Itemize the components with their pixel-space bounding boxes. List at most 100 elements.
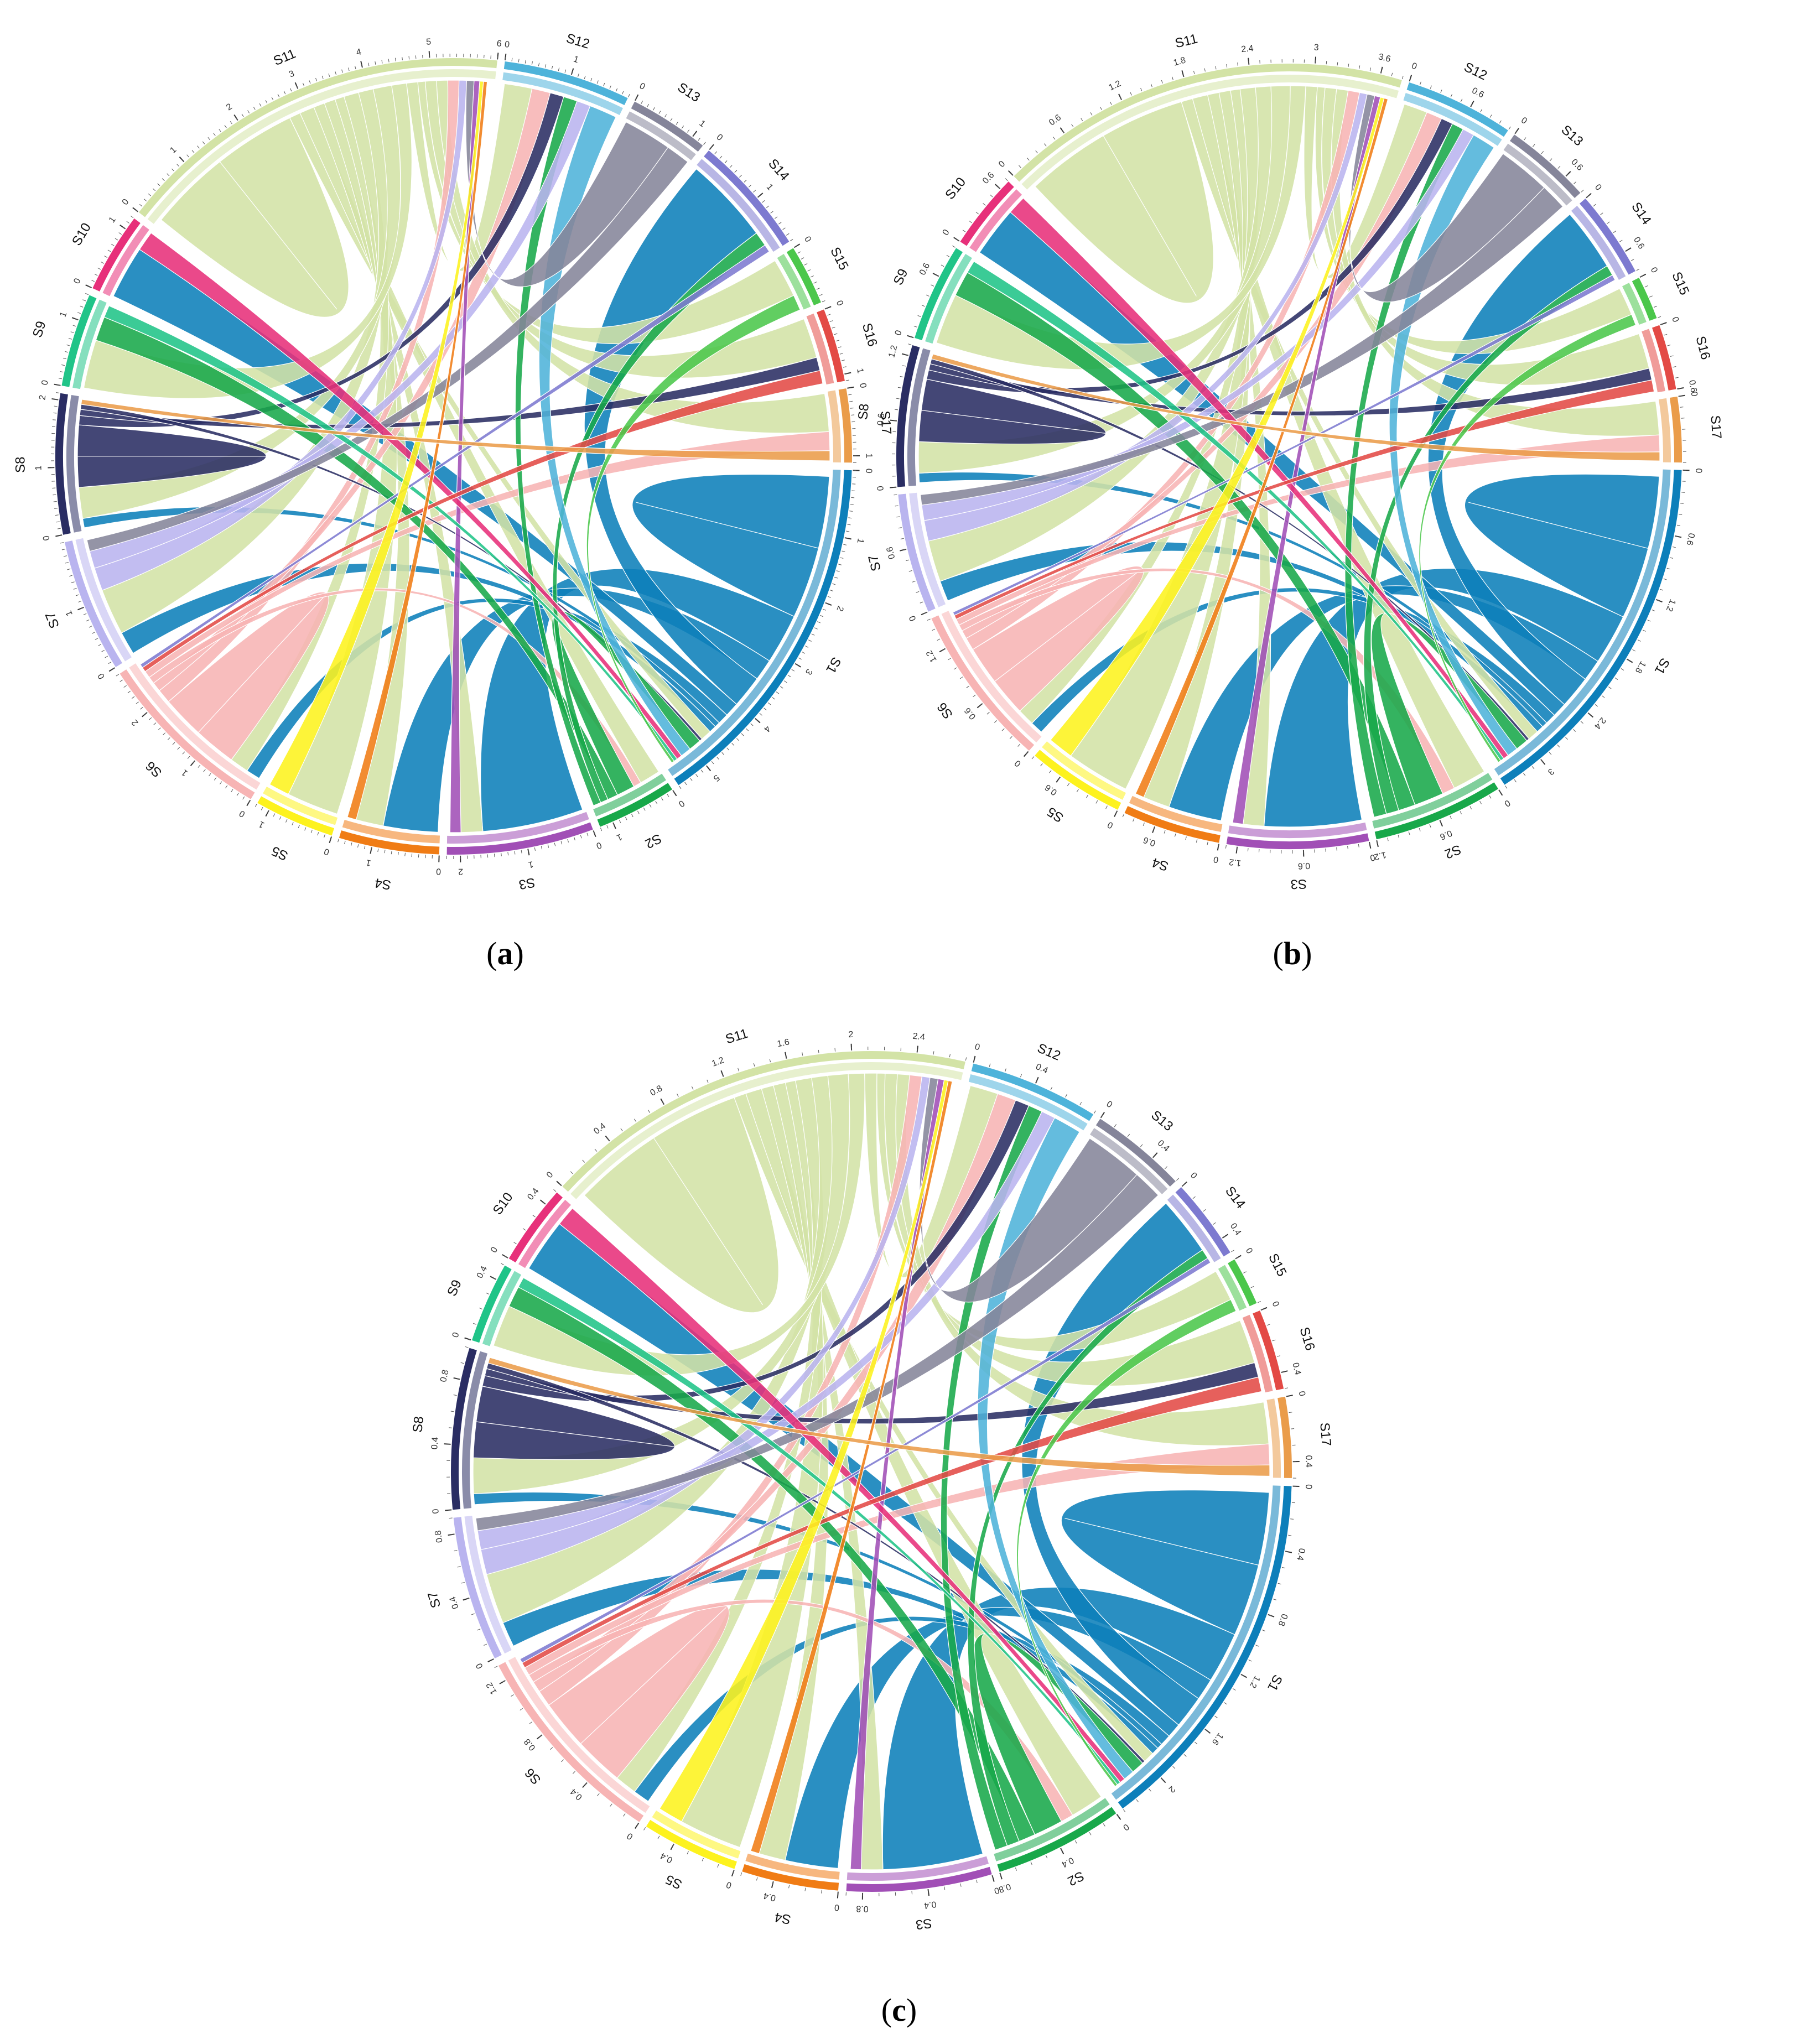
minor-tick-mark xyxy=(937,638,941,641)
tick-label: 0 xyxy=(1694,468,1703,474)
segment-arc-S9 xyxy=(61,295,97,387)
segment-inner-ring-S11 xyxy=(570,1062,963,1199)
minor-tick-mark xyxy=(1359,65,1360,69)
minor-tick-mark xyxy=(267,810,269,814)
chord-S6-S2 xyxy=(528,1599,1073,1822)
tick-label: 2.4 xyxy=(1241,44,1254,54)
minor-tick-mark xyxy=(292,822,294,825)
minor-tick-mark xyxy=(687,129,690,133)
minor-tick-mark xyxy=(1005,1068,1006,1072)
minor-tick-mark xyxy=(539,1734,543,1738)
minor-tick-mark xyxy=(1026,751,1029,755)
minor-tick-mark xyxy=(829,320,833,323)
minor-tick-mark xyxy=(1183,1754,1187,1757)
segment-arc-S17 xyxy=(1669,396,1682,463)
minor-tick-mark xyxy=(1272,1339,1276,1341)
minor-tick-mark xyxy=(942,648,946,651)
minor-tick-mark xyxy=(101,261,105,264)
chord-S16-S6 xyxy=(521,1376,1263,1668)
tick-label: 3 xyxy=(288,69,296,80)
tick-label: 1.2 xyxy=(1107,79,1122,93)
minor-tick-mark xyxy=(838,564,842,565)
segment-label-S3: S3 xyxy=(915,1916,933,1932)
minor-tick-mark xyxy=(936,274,939,277)
minor-tick-mark xyxy=(1053,137,1056,140)
segment-arc-S5 xyxy=(646,1819,737,1869)
minor-tick-mark xyxy=(163,732,166,736)
minor-tick-mark xyxy=(1541,151,1544,154)
minor-tick-mark xyxy=(572,1771,575,1774)
minor-tick-mark xyxy=(328,73,330,77)
minor-tick-mark xyxy=(404,852,406,856)
minor-tick-mark xyxy=(355,66,356,70)
minor-tick-mark xyxy=(1670,355,1674,357)
minor-tick-mark xyxy=(672,1843,674,1847)
tick-label: 0.6 xyxy=(918,262,932,277)
chord-S2-S14 xyxy=(552,232,766,803)
minor-tick-mark xyxy=(817,621,821,623)
segment-label-S8: S8 xyxy=(410,1416,427,1433)
minor-tick-mark xyxy=(1260,1308,1264,1310)
segment-inner-ring-S14 xyxy=(697,159,780,252)
tick-label: 0 xyxy=(489,1245,500,1254)
minor-tick-mark xyxy=(277,93,280,97)
chord-S1-S4 xyxy=(1168,585,1599,821)
minor-tick-mark xyxy=(1581,189,1584,193)
minor-tick-mark xyxy=(402,56,403,61)
minor-tick-mark xyxy=(1573,729,1576,732)
segment-label-S7: S7 xyxy=(866,553,884,573)
tick-label: 0.4 xyxy=(475,1265,489,1280)
minor-tick-mark xyxy=(1266,1324,1270,1326)
minor-tick-mark xyxy=(847,524,851,526)
tick-label: 1 xyxy=(855,538,865,544)
minor-tick-mark xyxy=(1409,78,1411,82)
minor-tick-mark xyxy=(486,1292,489,1294)
minor-tick-mark xyxy=(236,117,238,121)
minor-tick-mark xyxy=(772,697,775,700)
segment-arc-S16 xyxy=(1253,1310,1284,1391)
segment-arc-S12 xyxy=(971,1063,1094,1121)
minor-tick-mark xyxy=(71,581,75,584)
tick-label: 0.8 xyxy=(433,1530,444,1543)
minor-tick-mark xyxy=(905,354,908,356)
tick-label: 0.4 xyxy=(430,1437,440,1449)
minor-tick-mark xyxy=(832,583,836,585)
segment-arc-S15 xyxy=(786,248,821,305)
minor-tick-mark xyxy=(649,804,652,808)
minor-tick-mark xyxy=(115,238,118,241)
minor-tick-mark xyxy=(921,305,925,307)
minor-tick-mark xyxy=(1243,1271,1247,1273)
segment-arc-S12 xyxy=(1406,82,1508,137)
minor-tick-mark xyxy=(703,142,706,145)
segment-label-S5: S5 xyxy=(1045,804,1066,825)
segment-inner-ring-S16 xyxy=(806,313,834,384)
segment-label-S13: S13 xyxy=(1148,1107,1176,1134)
minor-tick-mark xyxy=(123,685,127,688)
minor-tick-mark xyxy=(53,501,57,502)
minor-tick-mark xyxy=(111,243,115,246)
minor-tick-mark xyxy=(750,723,754,726)
minor-tick-mark xyxy=(1116,1814,1119,1817)
tick-label: 5 xyxy=(712,773,721,783)
minor-tick-mark xyxy=(622,91,624,95)
minor-tick-mark xyxy=(1675,377,1679,378)
minor-tick-mark xyxy=(1009,736,1012,739)
minor-tick-mark xyxy=(337,839,339,842)
segment-label-S7: S7 xyxy=(425,1590,444,1610)
minor-tick-mark xyxy=(787,674,791,678)
chord-S14-S6 xyxy=(952,274,1616,616)
minor-tick-mark xyxy=(920,601,923,604)
tick-label: 2 xyxy=(834,605,845,613)
minor-tick-mark xyxy=(529,1721,533,1724)
segment-label-S10: S10 xyxy=(69,220,94,248)
tick-label: 1 xyxy=(855,367,865,374)
segment-arc-S3 xyxy=(446,822,593,855)
minor-tick-mark xyxy=(460,1362,464,1364)
minor-tick-mark xyxy=(255,804,257,807)
minor-tick-mark xyxy=(302,82,305,86)
minor-tick-mark xyxy=(702,1858,704,1861)
minor-tick-mark xyxy=(65,561,69,564)
segment-arc-S13 xyxy=(1095,1119,1176,1187)
minor-tick-mark xyxy=(1614,677,1618,680)
minor-tick-mark xyxy=(75,318,79,320)
